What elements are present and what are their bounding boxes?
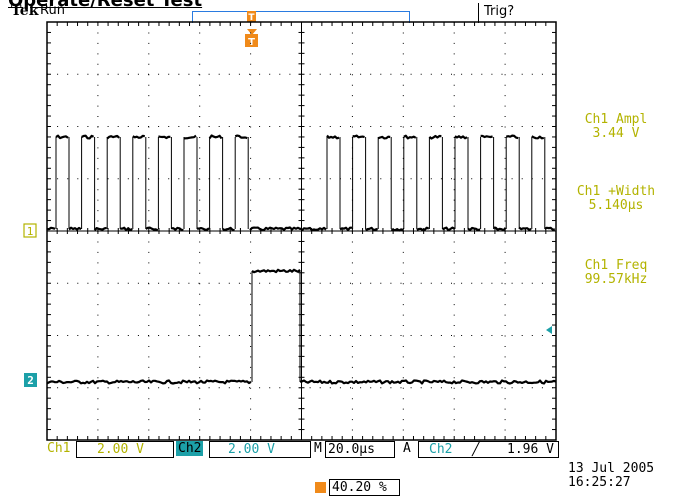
date: 13 Jul 2005 (568, 461, 655, 476)
svg-text:T: T (248, 13, 255, 23)
tek-logo: Tek (11, 3, 39, 19)
ch2-offset-arrow-icon (546, 326, 552, 334)
trigger-source: Ch2 (429, 442, 453, 457)
record-trigger-icon: T (247, 11, 256, 23)
trigger-position-value: 40.20 % (329, 479, 400, 496)
meas-ch1-width-label: Ch1 +Width (576, 184, 656, 199)
graticule-grid (46, 21, 557, 441)
header-divider (478, 3, 479, 23)
meas-ch1-freq-value: 99.57kHz (584, 272, 648, 287)
document-title: Operate/Reset Test (8, 0, 203, 11)
svg-text:1: 1 (27, 225, 34, 238)
time: 16:25:27 (568, 475, 631, 490)
trigger-icon (315, 482, 326, 493)
timebase-value: 20.0µs (325, 441, 395, 458)
acquisition-label: A (403, 441, 411, 456)
ch2-scale: 2.00 V (209, 441, 311, 458)
meas-ch1-ampl-label: Ch1 Ampl (584, 112, 648, 127)
ch1-label: Ch1 (47, 441, 71, 456)
ch1-ground-marker: 1 (23, 223, 37, 238)
waveform-traces (46, 134, 557, 385)
timestamp: 13 Jul 2005 16:25:27 (568, 462, 654, 490)
trigger-state: Trig? (484, 4, 515, 19)
trigger-position-icon: T (245, 29, 258, 48)
trigger-readout: Ch2 ╱ 1.96 V (418, 441, 559, 458)
svg-text:T: T (248, 37, 255, 48)
meas-ch1-width-value: 5.140µs (588, 198, 644, 213)
trigger-level: 1.96 V (507, 442, 554, 457)
timebase-label: M (314, 441, 322, 456)
trigger-slope-icon: ╱ (472, 442, 480, 457)
meas-ch1-freq-label: Ch1 Freq (584, 258, 648, 273)
acquisition-run-state: Run (40, 3, 65, 18)
svg-text:2: 2 (27, 374, 34, 387)
ch1-scale: 2.00 V (76, 441, 174, 458)
ch2-label: Ch2 (176, 441, 204, 456)
ch2-ground-marker: 2 (24, 373, 37, 387)
record-length-bar (192, 11, 410, 24)
meas-ch1-ampl-value: 3.44 V (592, 126, 640, 141)
trigger-position-readout: 40.20 % (315, 479, 400, 496)
